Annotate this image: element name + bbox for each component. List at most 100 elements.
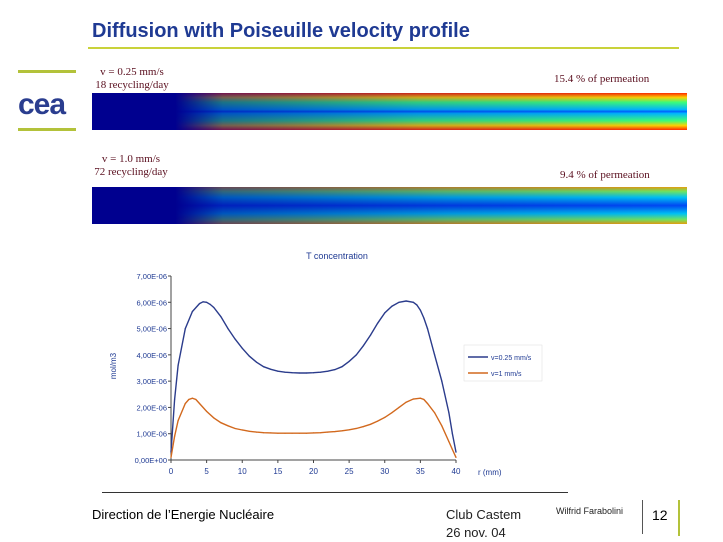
data-point [248, 355, 250, 357]
data-point [455, 456, 457, 458]
concentration-chart: T concentration mol/m3 r (mm) 0,00E+00 1,… [100, 245, 560, 490]
x-tick-label: 30 [380, 467, 389, 476]
y-tick-label: 1,00E-06 [137, 430, 167, 439]
data-point [270, 368, 272, 370]
data-point [362, 345, 364, 347]
data-point [320, 432, 322, 434]
case2-params: v = 1.0 mm/s 72 recycling/day [88, 153, 174, 179]
data-point [327, 431, 329, 433]
y-tick-label: 3,00E-06 [137, 377, 167, 386]
x-tick-label: 0 [169, 467, 174, 476]
footer-event: Club Castem [446, 507, 522, 522]
data-point [220, 316, 222, 318]
data-point [426, 328, 429, 330]
data-point [398, 406, 400, 408]
data-point [312, 372, 315, 374]
data-point [451, 433, 453, 435]
legend-label-1: v=0.25 mm/s [491, 355, 532, 362]
case1-concentration-field [92, 93, 687, 130]
data-point [377, 420, 379, 422]
data-point [188, 398, 190, 401]
data-point [195, 398, 197, 401]
data-point [177, 420, 179, 422]
x-tick-label: 35 [416, 467, 425, 476]
data-point [234, 338, 236, 340]
data-point [198, 303, 201, 305]
case1-permeation: 15.4 % of permeation [554, 73, 650, 85]
data-point [277, 370, 279, 372]
data-point [426, 402, 429, 405]
data-point [263, 432, 265, 434]
data-point [384, 416, 386, 418]
data-point [419, 397, 421, 399]
cea-logo: cea [18, 70, 78, 132]
data-point [227, 425, 229, 427]
data-point [241, 347, 243, 349]
data-point [434, 412, 436, 414]
case2-recycling: 72 recycling/day [94, 166, 168, 178]
x-tick-label: 20 [309, 467, 318, 476]
data-point [423, 317, 425, 319]
x-tick-label: 15 [273, 467, 282, 476]
data-point [174, 398, 176, 401]
data-point [213, 306, 215, 309]
data-point [441, 425, 443, 427]
series-line-1 [170, 300, 457, 453]
x-tick-label: 5 [204, 467, 209, 476]
data-point [213, 417, 215, 419]
data-point [369, 423, 372, 425]
data-point [412, 398, 414, 400]
data-point [174, 435, 176, 437]
data-point [334, 431, 336, 433]
y-axis-label: mol/m3 [109, 352, 118, 379]
data-point [298, 432, 300, 434]
data-point [291, 432, 293, 434]
data-point [398, 301, 400, 303]
data-point [348, 429, 350, 431]
data-point [448, 412, 450, 414]
data-point [451, 448, 453, 451]
y-tick-label: 2,00E-06 [137, 403, 167, 412]
data-point [206, 301, 208, 303]
y-tick-label: 4,00E-06 [137, 351, 167, 360]
data-point [184, 328, 186, 330]
case1-recycling: 18 recycling/day [95, 79, 169, 91]
data-point [391, 305, 393, 307]
x-tick-label: 25 [345, 467, 354, 476]
legend-box [463, 344, 543, 382]
data-point [355, 427, 357, 430]
data-point [305, 372, 307, 374]
data-point [305, 432, 307, 434]
data-point [348, 360, 350, 362]
data-point [341, 430, 343, 432]
data-point [423, 398, 425, 401]
data-point [170, 456, 172, 458]
chart-svg: T concentration mol/m3 r (mm) 0,00E+00 1,… [109, 251, 543, 477]
data-point [255, 431, 258, 433]
footer-accent-bar [678, 500, 680, 536]
y-tick-label: 6,00E-06 [137, 298, 167, 307]
logo-bar-bottom [18, 128, 76, 131]
footer-rule [102, 492, 568, 493]
data-point [291, 372, 293, 374]
data-point [320, 371, 322, 373]
y-tick-label: 0,00E+00 [135, 456, 167, 465]
data-point [416, 304, 418, 306]
data-point [191, 397, 193, 399]
data-point [198, 402, 201, 405]
data-point [284, 371, 286, 373]
x-tick-label: 40 [452, 467, 461, 476]
title-underline [88, 47, 679, 49]
data-point [355, 354, 357, 356]
footer-date: 26 nov. 04 [446, 525, 506, 540]
data-point [419, 309, 421, 311]
logo-bar-top [18, 70, 76, 73]
data-point [441, 380, 443, 382]
data-point [191, 310, 193, 313]
case2-permeation: 9.4 % of permeation [560, 169, 650, 181]
data-point [341, 366, 343, 368]
data-point [434, 354, 436, 356]
data-point [263, 366, 265, 368]
logo-text: cea [18, 88, 66, 121]
series-line-2 [170, 397, 457, 458]
